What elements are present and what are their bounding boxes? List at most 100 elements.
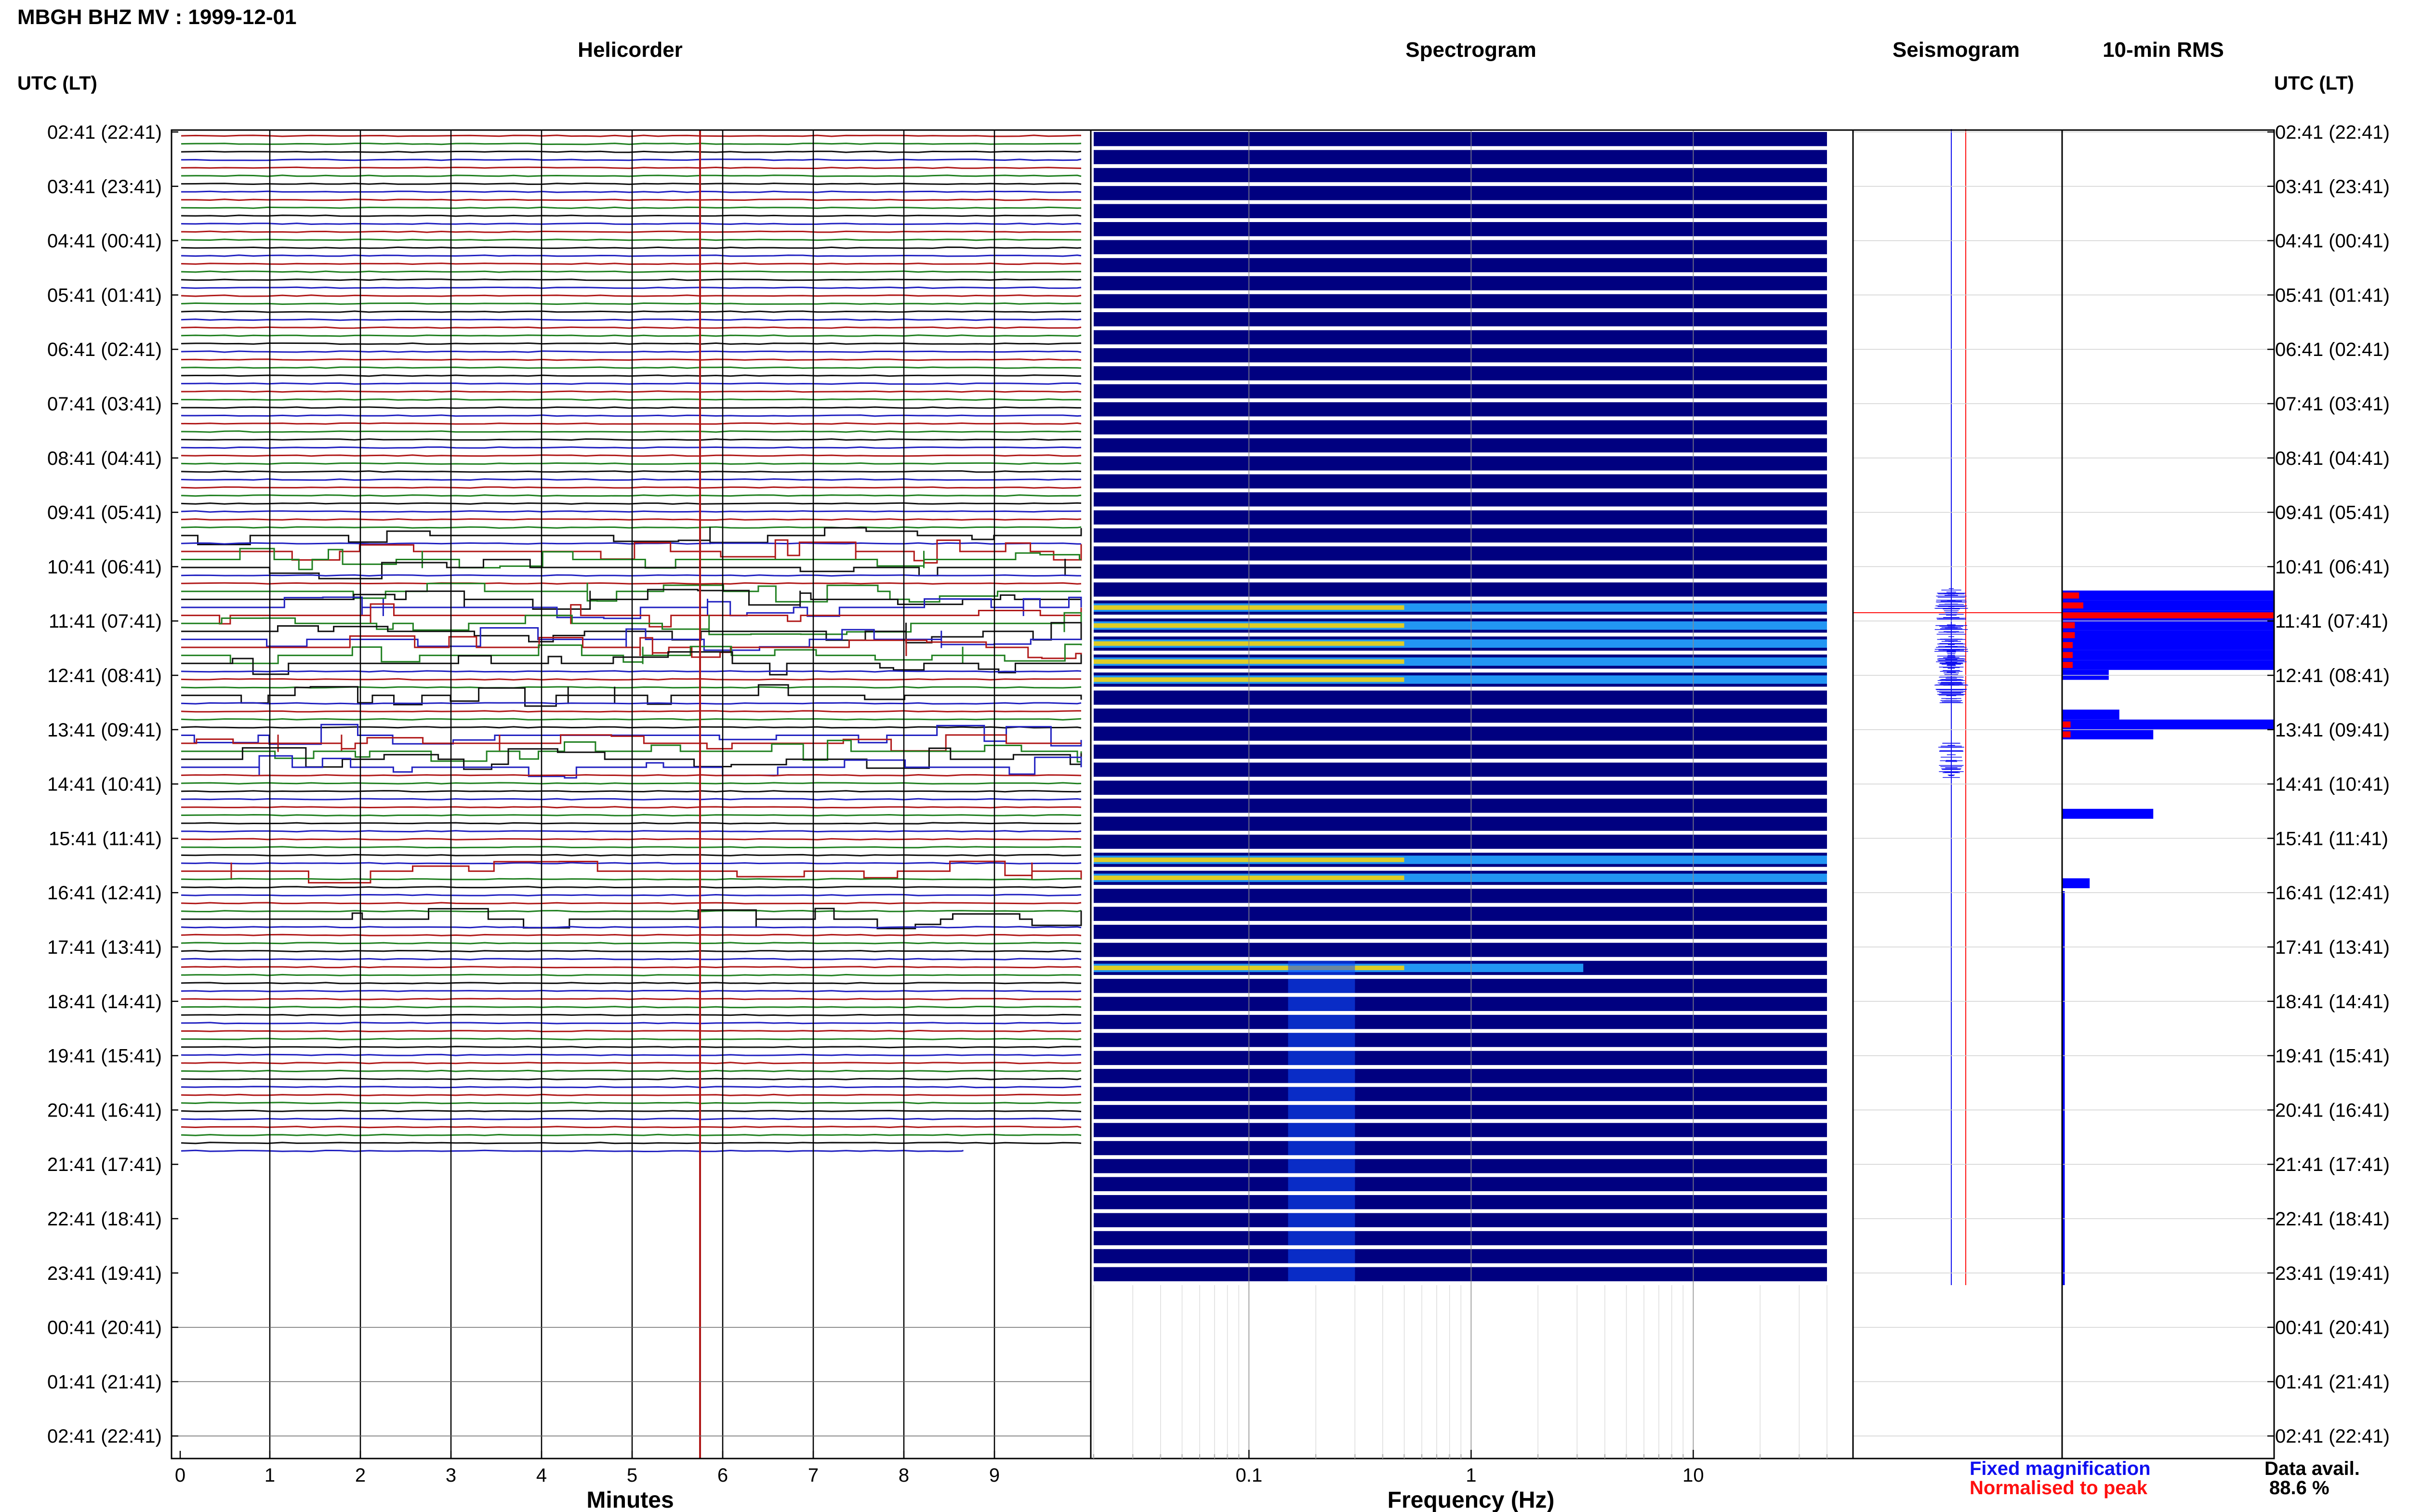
helicorder-trace-row-45 [181, 494, 1082, 497]
right-time-tick-label: 14:41 (10:41) [2275, 774, 2390, 795]
helicorder-trace-row-56 [181, 582, 1082, 585]
helicorder-trace-row-10 [181, 214, 1082, 217]
left-time-tick-label: 21:41 (17:41) [47, 1154, 162, 1175]
rms-bar-row-14 [2062, 729, 2154, 739]
figure-title: MBGH BHZ MV : 1999-12-01 [17, 5, 296, 29]
helicorder-trace-row-29 [181, 366, 1082, 369]
rms-bar-row-29 [2062, 878, 2090, 888]
helicorder-trace-row-77 [181, 739, 1082, 763]
spectrogram-strip-3 [1094, 186, 1827, 200]
helicorder-trace-row-55 [181, 574, 1082, 577]
spectrogram-microseism-band-57 [1288, 1159, 1355, 1173]
helicorder-trace-row-20 [181, 294, 1082, 297]
spectrogram-microseism-band-59 [1288, 1195, 1355, 1210]
rms-peak-row-7 [2062, 662, 2073, 668]
helicorder-trace-row-101 [181, 942, 1082, 945]
right-time-tick-label: 13:41 (09:41) [2275, 720, 2390, 741]
helicorder-trace-row-87 [181, 830, 1082, 833]
helicorder-trace-row-93 [181, 878, 1082, 881]
helicorder-trace-row-71 [181, 702, 1082, 705]
helicorder-trace-row-19 [181, 286, 1082, 289]
helicorder-trace-row-105 [181, 973, 1082, 976]
spectrogram-strip-35 [1094, 763, 1827, 777]
helicorder-trace-row-106 [181, 982, 1081, 985]
helicorder-trace-row-111 [181, 1022, 1082, 1025]
left-time-tick-label: 07:41 (03:41) [47, 394, 162, 415]
right-time-tick-label: 12:41 (08:41) [2275, 665, 2390, 686]
spectrogram-strip-48 [1094, 997, 1827, 1011]
helicorder-trace-row-107 [181, 989, 1082, 992]
helicorder-trace-row-34 [181, 406, 1081, 409]
spectrogram-microseism-band-60 [1288, 1213, 1355, 1227]
helicorder-trace-row-57 [181, 582, 1081, 603]
helicorder-trace-row-61 [181, 612, 1082, 635]
rms-bar-row-1 [2062, 600, 2274, 611]
helicorder-trace-row-102 [181, 949, 1082, 953]
spectrogram-microseism-band-46 [1288, 960, 1355, 975]
spectrogram-strip-47 [1094, 979, 1827, 993]
spectrogram-microseism-band-55 [1288, 1123, 1355, 1137]
helicorder-trace-row-82 [181, 790, 1082, 793]
helicorder-trace-row-84 [181, 806, 1082, 809]
helicorder-trace-row-86 [181, 822, 1082, 825]
spectrogram-strip-33 [1094, 726, 1827, 741]
spectrogram-strip-58 [1094, 1177, 1827, 1191]
legend-fixed-magnification: Fixed magnification [1970, 1458, 2151, 1479]
rms-bar-row-6 [2062, 650, 2274, 660]
helicorder-trace-row-81 [181, 782, 1082, 785]
panel-frame-0 [171, 129, 1092, 1459]
helicorder-trace-row-74 [181, 726, 1082, 729]
helicorder-x-tick-label: 8 [899, 1465, 909, 1486]
helicorder-trace-row-115 [181, 1053, 1082, 1056]
helicorder-trace-row-12 [181, 230, 1082, 233]
spectrogram-strip-15 [1094, 402, 1827, 417]
right-time-tick-label: 05:41 (01:41) [2275, 285, 2390, 306]
spectrogram-strip-32 [1094, 709, 1827, 723]
spectrogram-microseism-band-53 [1288, 1087, 1355, 1101]
right-time-tick-label: 18:41 (14:41) [2275, 991, 2390, 1012]
rms-bar-row-13 [2062, 719, 2274, 730]
rms-bar-row-3 [2062, 620, 2274, 631]
helicorder-trace-row-98 [181, 907, 1082, 930]
right-time-tick-label: 17:41 (13:41) [2275, 937, 2390, 958]
helicorder-trace-row-51 [181, 542, 1081, 545]
spectrogram-strip-54 [1094, 1104, 1827, 1119]
left-time-tick-label: 05:41 (01:41) [47, 285, 162, 306]
spectrogram-strip-20 [1094, 492, 1827, 507]
spectrogram-strip-44 [1094, 924, 1827, 939]
panel-frame-3 [2061, 129, 2275, 1459]
spectrogram-strip-37 [1094, 799, 1827, 813]
helicorder-trace-row-80 [181, 774, 1082, 777]
helicorder-trace-row-9 [181, 206, 1082, 209]
helicorder-trace-row-124 [181, 1126, 1082, 1129]
right-time-tick-label: 23:41 (19:41) [2275, 1263, 2390, 1284]
left-time-tick-label: 14:41 (10:41) [47, 774, 162, 795]
helicorder-trace-row-42 [181, 470, 1082, 473]
left-time-tick-label: 15:41 (11:41) [49, 828, 162, 849]
helicorder-trace-row-38 [181, 438, 1082, 441]
helicorder-trace-row-88 [181, 838, 1082, 841]
right-time-tick-label: 09:41 (05:41) [2275, 502, 2390, 524]
spectrogram-strip-19 [1094, 474, 1827, 489]
helicorder-trace-row-65 [181, 644, 1082, 664]
helicorder-trace-row-17 [181, 270, 1081, 273]
helicorder-trace-row-100 [181, 933, 1082, 936]
helicorder-trace-row-99 [181, 926, 1082, 929]
rms-title: 10-min RMS [2103, 38, 2224, 62]
spectrogram-strip-1 [1094, 150, 1827, 164]
spectrogram-strip-14 [1094, 384, 1827, 399]
left-time-tick-label: 02:41 (22:41) [47, 122, 162, 143]
rms-peak-row-6 [2062, 652, 2073, 658]
helicorder-trace-row-110 [181, 1013, 1082, 1016]
spectrogram-microseism-band-52 [1288, 1069, 1355, 1083]
spectrogram-strip-7 [1094, 258, 1827, 273]
left-time-tick-label: 19:41 (15:41) [47, 1046, 162, 1067]
spectrogram-strip-10 [1094, 312, 1827, 327]
spectrogram-strip-18 [1094, 456, 1827, 471]
spectrogram-strip-24 [1094, 564, 1827, 579]
spectrogram-microseism-band-50 [1288, 1033, 1355, 1047]
left-time-tick-label: 23:41 (19:41) [47, 1263, 162, 1284]
helicorder-trace-row-69 [181, 686, 1082, 689]
spectrogram-strip-62 [1094, 1249, 1827, 1263]
left-time-tick-label: 01:41 (21:41) [47, 1371, 162, 1393]
